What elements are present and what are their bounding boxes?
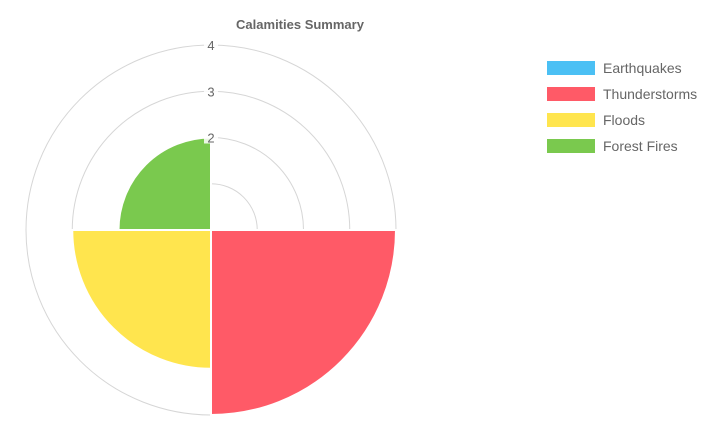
tick-label: 3 xyxy=(207,84,214,99)
tick-label: 4 xyxy=(207,38,214,53)
tick-label-backdrop xyxy=(204,84,218,98)
chart-legend: Earthquakes Thunderstorms Floods Forest Fir… xyxy=(547,55,697,159)
chart-segments xyxy=(71,136,398,417)
tick-label: 2 xyxy=(207,131,214,146)
legend-item[interactable]: Forest Fires xyxy=(547,133,697,159)
legend-item[interactable]: Thunderstorms xyxy=(547,81,697,107)
legend-swatch xyxy=(547,87,595,101)
tick-label-backdrop xyxy=(204,130,218,144)
legend-swatch xyxy=(547,139,595,153)
segment-floods[interactable] xyxy=(71,229,212,370)
legend-item[interactable]: Floods xyxy=(547,107,697,133)
legend-label: Forest Fires xyxy=(603,138,678,154)
chart-title: Calamities Summary xyxy=(236,17,365,32)
radial-tick-labels: 2 3 4 xyxy=(204,38,218,146)
legend-item[interactable]: Earthquakes xyxy=(547,55,697,81)
tick-label-backdrop xyxy=(204,38,218,51)
legend-swatch xyxy=(547,113,595,127)
segment-thunderstorms[interactable] xyxy=(210,229,398,417)
segment-forest-fires[interactable] xyxy=(117,136,212,231)
legend-label: Earthquakes xyxy=(603,60,682,76)
legend-label: Floods xyxy=(603,112,646,128)
legend-label: Thunderstorms xyxy=(603,86,698,102)
legend-swatch xyxy=(547,61,595,75)
